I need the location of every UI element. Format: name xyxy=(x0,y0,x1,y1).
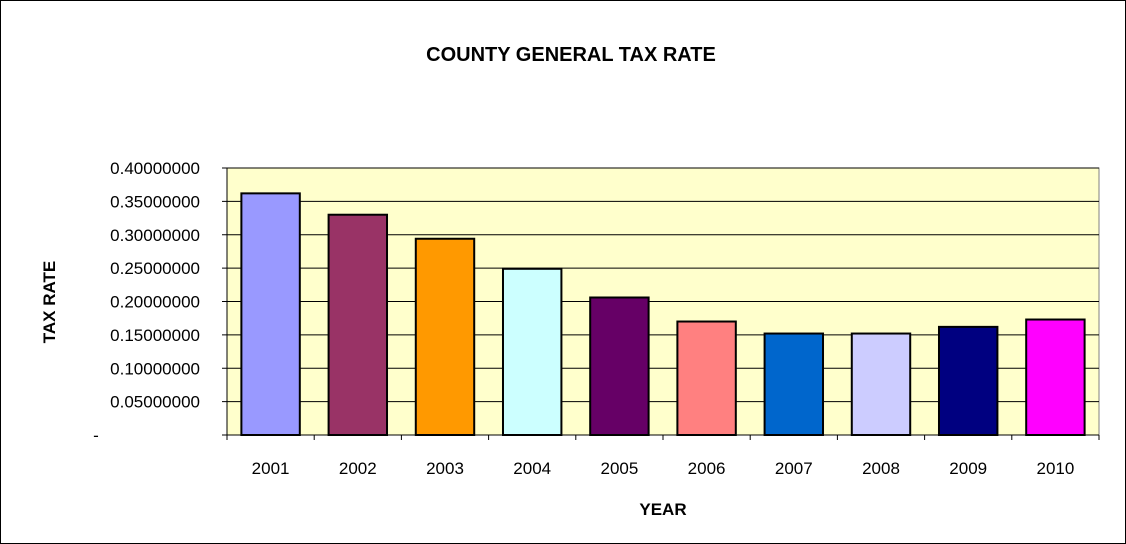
y-tick-label: 0.25000000 xyxy=(110,259,200,278)
bar-2002 xyxy=(327,213,389,436)
bar-2008 xyxy=(850,332,912,437)
y-tick-label: - xyxy=(93,426,99,445)
y-tick-label: 0.05000000 xyxy=(110,393,200,412)
x-tick-label: 2009 xyxy=(949,459,987,478)
x-tick-label: 2006 xyxy=(688,459,726,478)
x-tick-label: 2010 xyxy=(1036,459,1074,478)
x-tick-label: 2002 xyxy=(339,459,377,478)
bar-2006 xyxy=(676,320,737,436)
y-tick-label: 0.40000000 xyxy=(110,159,200,178)
bar-2004 xyxy=(501,267,563,437)
x-tick-label: 2004 xyxy=(513,459,551,478)
x-tick-label: 2007 xyxy=(775,459,813,478)
x-tick-label: 2005 xyxy=(600,459,638,478)
bar-2010 xyxy=(1025,318,1086,436)
bar-2009 xyxy=(937,325,999,436)
bar-2003 xyxy=(414,237,476,436)
x-tick-label: 2003 xyxy=(426,459,464,478)
chart-title: COUNTY GENERAL TAX RATE xyxy=(426,44,716,66)
y-tick-label: 0.30000000 xyxy=(110,226,200,245)
plot-area: -0.05000000 0.10000000 0.15000000 0.2000000… xyxy=(93,159,1100,478)
bar-2001 xyxy=(240,192,301,436)
y-tick-label: 0.20000000 xyxy=(110,293,200,312)
x-tick-label: 2001 xyxy=(252,459,290,478)
y-tick-label: 0.15000000 xyxy=(110,326,200,345)
bar-2007 xyxy=(763,332,825,437)
y-axis-title: TAX RATE xyxy=(40,261,59,343)
x-axis-title: YEAR xyxy=(639,500,686,519)
y-tick-label: 0.35000000 xyxy=(110,192,200,211)
bar-2005 xyxy=(589,296,650,436)
x-tick-label: 2008 xyxy=(862,459,900,478)
y-tick-label: 0.10000000 xyxy=(110,359,200,378)
